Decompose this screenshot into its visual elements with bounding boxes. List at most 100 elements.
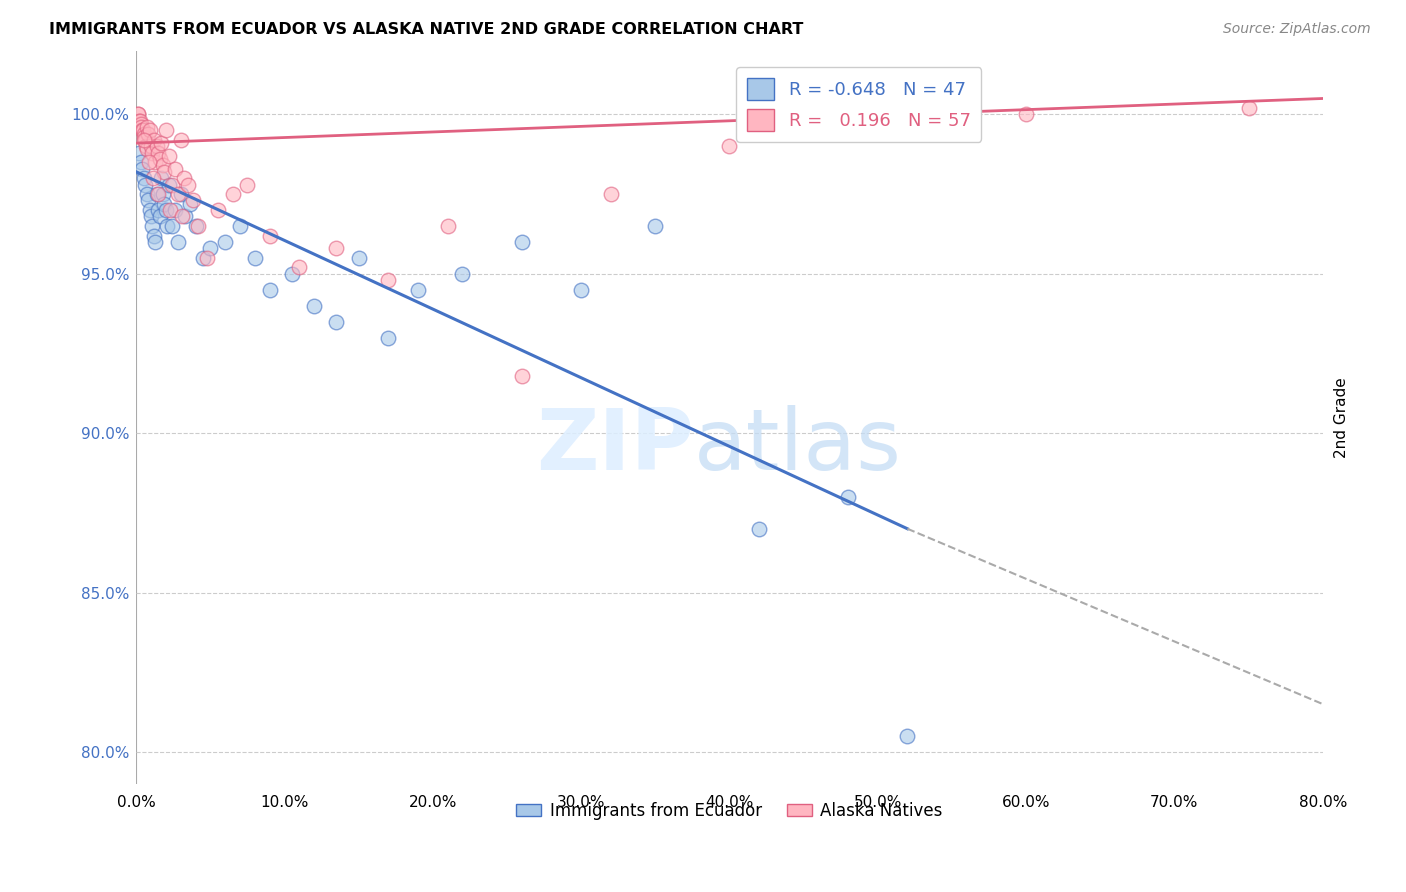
Point [127, 107, 149, 121]
Point [406, 283, 429, 297]
Point [134, 133, 156, 147]
Point [142, 171, 165, 186]
Point [132, 171, 155, 186]
Point [302, 299, 325, 313]
Point [149, 210, 172, 224]
Point [170, 133, 193, 147]
Text: Source: ZipAtlas.com: Source: ZipAtlas.com [1223, 22, 1371, 37]
Point [128, 113, 150, 128]
Point [718, 139, 741, 153]
Point [149, 152, 172, 166]
Point [134, 129, 156, 144]
Point [131, 123, 153, 137]
Point [325, 315, 347, 329]
Point [143, 228, 166, 243]
Point [748, 522, 770, 536]
Point [184, 219, 207, 233]
Point [153, 196, 176, 211]
Point [146, 187, 169, 202]
Point [179, 196, 201, 211]
Point [148, 145, 170, 160]
Point [155, 202, 177, 217]
Point [160, 178, 183, 192]
Point [138, 155, 160, 169]
Point [174, 210, 197, 224]
Point [377, 330, 399, 344]
Point [200, 241, 222, 255]
Point [134, 133, 156, 147]
Point [141, 145, 163, 160]
Point [128, 145, 150, 160]
Point [129, 155, 152, 169]
Point [139, 210, 162, 224]
Point [510, 235, 533, 249]
Point [896, 729, 918, 743]
Point [157, 149, 180, 163]
Y-axis label: 2nd Grade: 2nd Grade [1334, 376, 1348, 458]
Point [644, 219, 666, 233]
Point [163, 161, 186, 176]
Point [325, 241, 347, 255]
Point [173, 171, 195, 186]
Point [837, 490, 859, 504]
Text: IMMIGRANTS FROM ECUADOR VS ALASKA NATIVE 2ND GRADE CORRELATION CHART: IMMIGRANTS FROM ECUADOR VS ALASKA NATIVE… [49, 22, 804, 37]
Point [166, 187, 188, 202]
Point [1237, 101, 1260, 115]
Point [150, 171, 173, 186]
Point [135, 187, 157, 202]
Point [131, 120, 153, 135]
Point [172, 210, 194, 224]
Point [159, 202, 181, 217]
Point [377, 273, 399, 287]
Point [451, 267, 474, 281]
Point [138, 123, 160, 137]
Point [155, 123, 177, 137]
Point [347, 251, 370, 265]
Point [1015, 107, 1038, 121]
Point [166, 235, 188, 249]
Point [150, 136, 173, 150]
Legend: Immigrants from Ecuador, Alaska Natives: Immigrants from Ecuador, Alaska Natives [510, 796, 949, 827]
Point [152, 158, 174, 172]
Point [187, 219, 209, 233]
Point [259, 283, 281, 297]
Point [259, 228, 281, 243]
Text: ZIP: ZIP [536, 405, 693, 488]
Point [152, 187, 174, 202]
Point [221, 187, 243, 202]
Point [136, 194, 159, 208]
Point [599, 187, 621, 202]
Point [207, 202, 229, 217]
Point [148, 202, 170, 217]
Point [229, 219, 252, 233]
Point [177, 178, 200, 192]
Point [146, 187, 169, 202]
Point [135, 143, 157, 157]
Point [136, 127, 159, 141]
Point [132, 123, 155, 137]
Point [243, 251, 266, 265]
Point [866, 123, 889, 137]
Point [160, 219, 183, 233]
Point [281, 267, 304, 281]
Point [145, 235, 167, 249]
Point [132, 127, 155, 141]
Point [214, 235, 236, 249]
Point [288, 260, 311, 275]
Point [170, 187, 193, 202]
Point [510, 368, 533, 383]
Point [156, 219, 179, 233]
Point [569, 283, 592, 297]
Point [138, 202, 160, 217]
Point [157, 178, 180, 192]
Point [145, 155, 167, 169]
Point [127, 107, 149, 121]
Point [163, 202, 186, 217]
Point [181, 194, 204, 208]
Point [136, 120, 159, 135]
Point [128, 113, 150, 128]
Point [195, 251, 218, 265]
Point [153, 165, 176, 179]
Point [139, 139, 162, 153]
Point [129, 117, 152, 131]
